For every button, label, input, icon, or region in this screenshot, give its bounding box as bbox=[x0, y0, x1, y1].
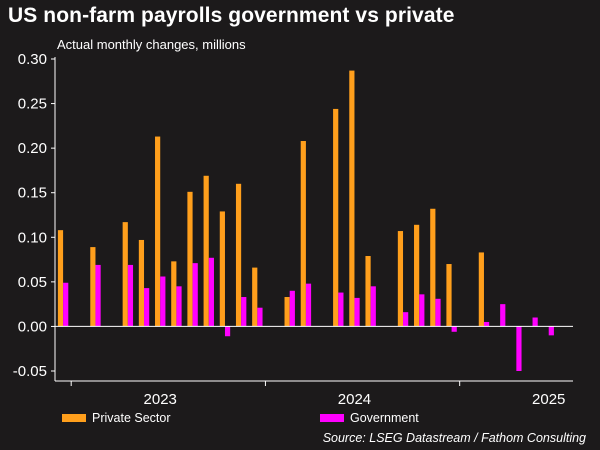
bar-government bbox=[354, 297, 360, 327]
bar-private-sector bbox=[252, 267, 258, 327]
bar-government bbox=[224, 326, 231, 337]
bar-government bbox=[257, 307, 263, 327]
bar-government bbox=[532, 317, 538, 327]
bar-government bbox=[403, 312, 409, 327]
bar-government bbox=[208, 257, 214, 327]
bar-government bbox=[419, 294, 425, 327]
bar-private-sector bbox=[478, 252, 484, 327]
bar-private-sector bbox=[397, 231, 404, 327]
axes bbox=[54, 57, 573, 382]
x-tick-label: 2024 bbox=[338, 391, 371, 408]
legend: Private Sector Government bbox=[62, 411, 419, 425]
bar-private-sector bbox=[187, 191, 193, 327]
bar-private-sector bbox=[365, 256, 371, 327]
y-tick-label: 0.05 bbox=[18, 274, 47, 291]
y-tick-label: 0.20 bbox=[18, 140, 47, 157]
bar-private-sector bbox=[219, 211, 225, 327]
bar-private-sector bbox=[203, 175, 209, 327]
chart-subtitle: Actual monthly changes, millions bbox=[57, 37, 246, 52]
bar-private-sector bbox=[122, 222, 128, 327]
y-tick-label: -0.05 bbox=[13, 363, 47, 380]
x-tick-label: 2025 bbox=[532, 391, 565, 408]
bars bbox=[57, 70, 554, 371]
bar-private-sector bbox=[155, 136, 161, 327]
y-tick-label: 0.25 bbox=[18, 96, 47, 113]
bar-private-sector bbox=[57, 230, 64, 327]
bar-private-sector bbox=[349, 70, 355, 327]
bar-private-sector bbox=[414, 224, 420, 327]
x-tick-label: 2023 bbox=[144, 391, 177, 408]
legend-swatch-private-sector bbox=[62, 414, 86, 422]
legend-label: Government bbox=[350, 411, 419, 425]
bar-government bbox=[176, 286, 182, 327]
bar-private-sector bbox=[430, 208, 436, 327]
bar-private-sector bbox=[90, 247, 96, 327]
bar-private-sector bbox=[300, 141, 306, 327]
bar-government bbox=[483, 321, 490, 327]
y-tick-label: 0.00 bbox=[18, 318, 47, 335]
bar-government bbox=[370, 286, 376, 327]
y-tick-label: 0.30 bbox=[18, 51, 47, 68]
bar-government bbox=[241, 297, 247, 327]
bar-government bbox=[548, 326, 554, 336]
bar-private-sector bbox=[138, 239, 145, 327]
bar-private-sector bbox=[171, 261, 177, 327]
bar-government bbox=[144, 288, 150, 327]
legend-label: Private Sector bbox=[92, 411, 171, 425]
bar-government bbox=[192, 263, 198, 327]
bar-government bbox=[500, 304, 506, 327]
bar-private-sector bbox=[446, 264, 452, 327]
bar-government bbox=[289, 290, 295, 327]
bar-government bbox=[516, 326, 522, 371]
bar-private-sector bbox=[333, 108, 339, 327]
y-tick-label: 0.15 bbox=[18, 185, 47, 202]
x-axis: 2023 2024 2025 bbox=[70, 381, 565, 408]
legend-swatch-government bbox=[320, 414, 344, 422]
bar-government bbox=[63, 282, 69, 327]
y-tick-label: 0.10 bbox=[18, 229, 47, 246]
bar-government bbox=[435, 298, 441, 327]
bar-private-sector bbox=[284, 297, 290, 327]
bar-government bbox=[127, 264, 134, 327]
bar-government bbox=[451, 326, 457, 332]
bar-government bbox=[338, 292, 344, 327]
bar-government bbox=[95, 264, 101, 327]
source-note: Source: LSEG Datastream / Fathom Consult… bbox=[322, 431, 586, 445]
bar-government bbox=[160, 276, 166, 327]
bar-private-sector bbox=[235, 183, 242, 327]
y-axis: 0.30 0.25 0.20 0.15 0.10 0.05 0.00 -0.05 bbox=[13, 51, 55, 380]
chart-title: US non-farm payrolls government vs priva… bbox=[8, 4, 455, 27]
bar-government bbox=[305, 283, 312, 327]
